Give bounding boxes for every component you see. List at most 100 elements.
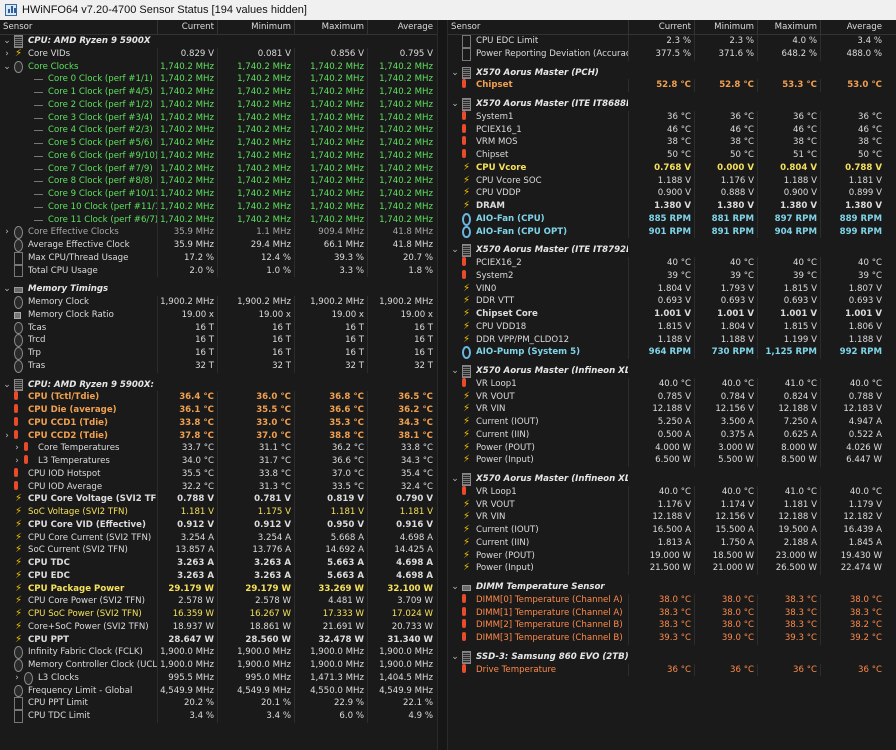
sensor-row[interactable]: › L3 Clocks 995.5 MHz 995.0 MHz 1,471.3 MHz 1… <box>0 671 437 685</box>
expand-toggle-icon[interactable]: › <box>5 227 9 238</box>
sensor-row[interactable]: ⚡ VIN0 1.804 V 1.793 V 1.815 V 1.807 V <box>448 282 896 296</box>
expand-toggle-icon[interactable]: › <box>15 443 19 454</box>
sensor-row[interactable]: Total CPU Usage 2.0 % 1.0 % 3.3 % 1.8 % <box>0 264 437 278</box>
column-average[interactable]: Average <box>367 20 436 35</box>
sensor-row[interactable]: CPU TDC Limit 3.4 % 3.4 % 6.0 % 4.9 % <box>0 710 437 723</box>
expand-toggle-icon[interactable]: › <box>5 48 9 59</box>
sensor-row[interactable]: Tras 32 T 32 T 32 T 32 T <box>0 359 437 373</box>
collapse-toggle-icon[interactable]: ⌄ <box>451 582 459 592</box>
pane-splitter[interactable] <box>437 20 448 750</box>
collapse-toggle-icon[interactable]: ⌄ <box>451 474 459 484</box>
sensor-row[interactable]: ⚡ Current (IIN) 0.500 A 0.375 A 0.625 A 0.522… <box>448 428 896 442</box>
sensor-row[interactable]: Tcas 16 T 16 T 16 T 16 T <box>0 321 437 335</box>
collapse-toggle-icon[interactable]: ⌄ <box>3 379 11 390</box>
expand-toggle-icon[interactable]: › <box>15 672 19 683</box>
sensor-row[interactable]: ⚡ VR VIN 12.188 V 12.156 V 12.188 V 12.183 V <box>448 403 896 416</box>
collapse-toggle-icon[interactable]: ⌄ <box>451 67 459 78</box>
sensor-row[interactable]: Core 8 Clock (perf #8/8) 1,740.2 MHz 1,740… <box>0 175 437 188</box>
sensor-row[interactable]: ⚡ CPU TDC 3.263 A 3.263 A 5.663 A 4.698 A <box>0 557 437 570</box>
sensor-row[interactable]: ⚡ Power (POUT) 19.000 W 18.500 W 23.000 W 19.… <box>448 549 896 563</box>
collapse-toggle-icon[interactable]: ⌄ <box>451 366 459 376</box>
sensor-row[interactable]: AIO-Pump (System 5) 964 RPM 730 RPM 1,125 R… <box>448 346 896 359</box>
sensor-group-header[interactable]: ⌄ X570 Aorus Master (ITE IT8688E) <box>448 98 896 111</box>
sensor-row[interactable]: ⚡ CPU Core Voltage (SVI2 TFN) 0.788 V 0.781… <box>0 493 437 506</box>
collapse-toggle-icon[interactable]: ⌄ <box>451 245 459 256</box>
sensor-row[interactable]: DIMM[1] Temperature (Channel A) 38.3 °C 38… <box>448 606 896 620</box>
sensor-row[interactable]: Chipset 52.8 °C 52.8 °C 53.3 °C 53.0 °C <box>448 79 896 92</box>
sensor-row[interactable]: System2 39 °C 39 °C 39 °C 39 °C <box>448 269 896 283</box>
sensor-group-header[interactable]: ⌄ X570 Aorus Master (PCH) <box>448 66 896 80</box>
sensor-row[interactable]: ⚡ Chipset Core 1.001 V 1.001 V 1.001 V 1.001 … <box>448 308 896 321</box>
sensor-row[interactable]: ⌄ Core Clocks 1,740.2 MHz 1,740.2 MHz 1,740.… <box>0 60 437 74</box>
sensor-row[interactable]: Chipset 50 °C 50 °C 51 °C 50 °C <box>448 149 896 162</box>
sensor-row[interactable]: Max CPU/Thread Usage 17.2 % 12.4 % 39.3 % 20… <box>0 251 437 265</box>
column-average[interactable]: Average <box>820 20 885 35</box>
sensor-pane-right[interactable]: Sensor Current Minimum Maximum Average C… <box>448 20 896 750</box>
sensor-row[interactable]: PCIEX16_1 46 °C 46 °C 46 °C 46 °C <box>448 123 896 137</box>
column-sensor[interactable]: Sensor <box>451 22 481 32</box>
sensor-row[interactable]: ⚡ CPU VDDP 0.900 V 0.888 V 0.900 V 0.899 V <box>448 187 896 200</box>
sensor-row[interactable]: › Core Effective Clocks 35.9 MHz 1.1 MHz 909… <box>0 226 437 239</box>
collapse-toggle-icon[interactable]: ⌄ <box>451 651 459 662</box>
sensor-row[interactable]: ⚡ VR VOUT 0.785 V 0.784 V 0.824 V 0.788 V <box>448 390 896 404</box>
sensor-row[interactable]: Core 1 Clock (perf #4/5) 1,740.2 MHz 1,740… <box>0 86 437 99</box>
column-sensor[interactable]: Sensor <box>3 22 33 32</box>
sensor-row[interactable]: ⚡ CPU Vcore SOC 1.188 V 1.176 V 1.188 V 1.181… <box>448 174 896 188</box>
sensor-row[interactable]: CPU IOD Average 32.2 °C 31.3 °C 33.5 °C 32.4… <box>0 480 437 494</box>
sensor-group-header[interactable]: ⌄ X570 Aorus Master (Infineon XDPE1... <box>448 365 896 378</box>
sensor-row[interactable]: DIMM[3] Temperature (Channel B) 39.3 °C 39… <box>448 632 896 645</box>
sensor-row[interactable]: ⚡ CPU Vcore 0.768 V 0.000 V 0.804 V 0.788 V <box>448 161 896 175</box>
column-current[interactable]: Current <box>628 20 694 35</box>
sensor-group-header[interactable]: ⌄ DIMM Temperature Sensor <box>448 581 896 594</box>
sensor-row[interactable]: VR Loop1 40.0 °C 40.0 °C 41.0 °C 40.0 °C <box>448 485 896 499</box>
collapse-toggle-icon[interactable]: ⌄ <box>451 99 459 109</box>
sensor-row[interactable]: VRM MOS 38 °C 38 °C 38 °C 38 °C <box>448 136 896 149</box>
column-maximum[interactable]: Maximum <box>294 20 367 35</box>
sensor-row[interactable]: Infinity Fabric Clock (FCLK) 1,900.0 MHz 1… <box>0 646 437 659</box>
sensor-row[interactable]: VR Loop1 40.0 °C 40.0 °C 41.0 °C 40.0 °C <box>448 377 896 391</box>
column-current[interactable]: Current <box>157 20 217 35</box>
sensor-group-header[interactable]: ⌄ SSD-3: Samsung 860 EVO (2TB) <box>448 650 896 664</box>
sensor-row[interactable]: ⚡ Power (Input) 21.500 W 21.000 W 26.500 W 22… <box>448 562 896 575</box>
sensor-row[interactable]: ⚡ DRAM 1.380 V 1.380 V 1.380 V 1.380 V <box>448 200 896 213</box>
sensor-row[interactable]: ⚡ CPU SoC Power (SVI2 TFN) 16.359 W 16.267 … <box>0 608 437 621</box>
sensor-row[interactable]: ⚡ CPU Core Current (SVI2 TFN) 3.254 A 3.254… <box>0 531 437 545</box>
sensor-row[interactable]: CPU EDC Limit 2.3 % 2.3 % 4.0 % 3.4 % <box>448 35 896 48</box>
sensor-row[interactable]: Memory Clock 1,900.2 MHz 1,900.2 MHz 1,900.… <box>0 296 437 309</box>
sensor-row[interactable]: ⚡ VR VOUT 1.176 V 1.174 V 1.181 V 1.179 V <box>448 498 896 512</box>
sensor-row[interactable]: DIMM[2] Temperature (Channel B) 38.3 °C 38… <box>448 619 896 632</box>
sensor-row[interactable]: Core 4 Clock (perf #2/3) 1,740.2 MHz 1,740… <box>0 124 437 137</box>
sensor-row[interactable]: AIO-Fan (CPU) 885 RPM 881 RPM 897 RPM 889 RP… <box>448 212 896 226</box>
sensor-row[interactable]: PCIEX16_2 40 °C 40 °C 40 °C 40 °C <box>448 257 896 270</box>
sensor-row[interactable]: Drive Temperature 36 °C 36 °C 36 °C 36 °C <box>448 663 896 677</box>
column-minimum[interactable]: Minimum <box>217 20 294 35</box>
sensor-row[interactable]: AIO-Fan (CPU OPT) 901 RPM 891 RPM 904 RPM 89… <box>448 225 896 239</box>
sensor-row[interactable]: Core 5 Clock (perf #5/6) 1,740.2 MHz 1,740… <box>0 137 437 150</box>
sensor-row[interactable]: ⚡ Current (IOUT) 5.250 A 3.500 A 7.250 A 4.94… <box>448 416 896 429</box>
sensor-row[interactable]: › CPU CCD2 (Tdie) 37.8 °C 37.0 °C 38.8 °C 38.… <box>0 429 437 443</box>
sensor-row[interactable]: System1 36 °C 36 °C 36 °C 36 °C <box>448 110 896 124</box>
sensor-row[interactable]: Core 3 Clock (perf #3/4) 1,740.2 MHz 1,740… <box>0 111 437 125</box>
sensor-row[interactable]: Core 10 Clock (perf #11/12) 1,740.2 MHz 1,… <box>0 200 437 214</box>
sensor-row[interactable]: Core 0 Clock (perf #1/1) 1,740.2 MHz 1,740… <box>0 73 437 86</box>
sensor-row[interactable]: › L3 Temperatures 34.0 °C 31.7 °C 36.6 °C 34.… <box>0 455 437 468</box>
sensor-group-header[interactable]: ⌄ CPU: AMD Ryzen 9 5900X: <box>0 378 437 392</box>
sensor-group-header[interactable]: ⌄ X570 Aorus Master (Infineon XDPE1... <box>448 473 896 486</box>
sensor-row[interactable]: › ⚡ Core VIDs 0.829 V 0.081 V 0.856 V 0.795 V <box>0 47 437 61</box>
sensor-row[interactable]: Memory Controller Clock (UCLK) 1,900.0 MH… <box>0 659 437 672</box>
sensor-row[interactable]: ⚡ CPU EDC 3.263 A 3.263 A 5.663 A 4.698 A <box>0 569 437 583</box>
sensor-row[interactable]: DIMM[0] Temperature (Channel A) 38.0 °C 38… <box>448 593 896 607</box>
expand-toggle-icon[interactable]: › <box>15 456 19 466</box>
sensor-row[interactable]: Trp 16 T 16 T 16 T 16 T <box>0 347 437 360</box>
sensor-row[interactable]: ⚡ CPU PPT 28.647 W 28.560 W 32.478 W 31.340 W <box>0 633 437 647</box>
sensor-row[interactable]: › Core Temperatures 33.7 °C 31.1 °C 36.2 °C 3… <box>0 442 437 455</box>
sensor-row[interactable]: ⚡ Power (Input) 6.500 W 5.500 W 8.500 W 6.447… <box>448 454 896 467</box>
sensor-row[interactable]: ⚡ Power (POUT) 4.000 W 3.000 W 8.000 W 4.026 … <box>448 441 896 455</box>
sensor-row[interactable]: Core 7 Clock (perf #7/9) 1,740.2 MHz 1,740… <box>0 162 437 176</box>
sensor-row[interactable]: CPU PPT Limit 20.2 % 20.1 % 22.9 % 22.1 % <box>0 697 437 710</box>
column-maximum[interactable]: Maximum <box>757 20 820 35</box>
